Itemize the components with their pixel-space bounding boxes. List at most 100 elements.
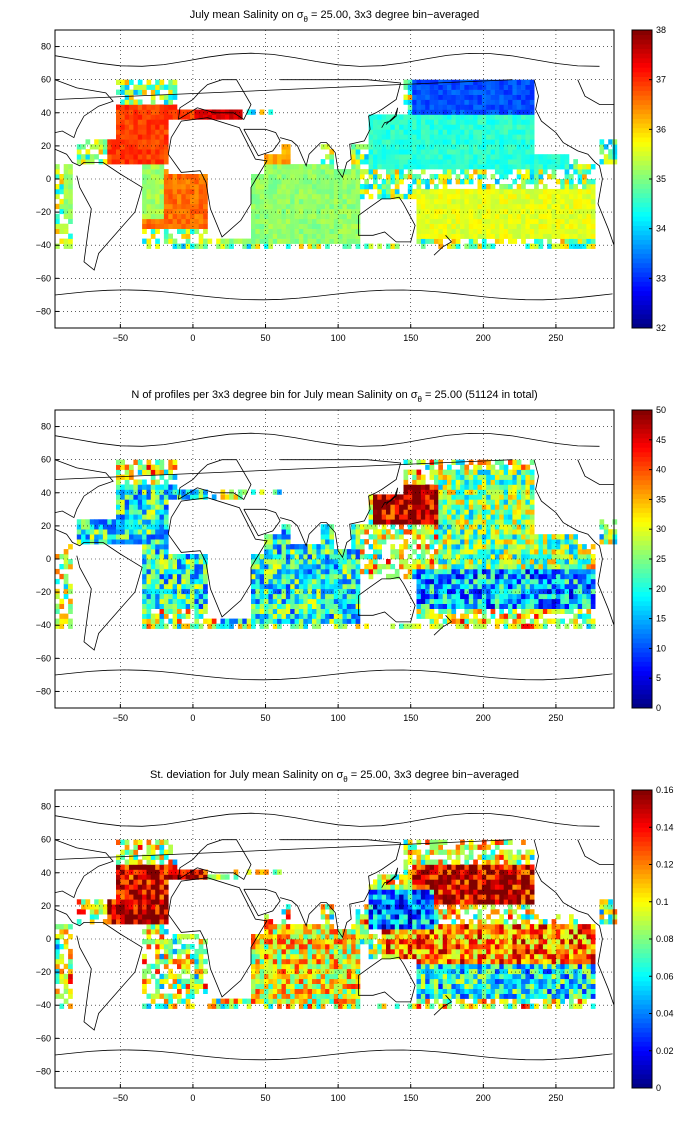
heat-cell bbox=[486, 524, 491, 530]
heat-cell bbox=[298, 169, 304, 175]
heat-cell bbox=[177, 198, 182, 205]
heat-cell bbox=[525, 484, 531, 490]
heat-cell bbox=[542, 213, 548, 220]
heat-cell bbox=[429, 578, 435, 585]
heat-cell bbox=[68, 218, 73, 224]
heat-cell bbox=[608, 149, 613, 155]
heat-cell bbox=[473, 169, 478, 175]
heat-cell bbox=[434, 514, 439, 520]
heat-cell bbox=[355, 588, 361, 595]
heat-cell bbox=[111, 909, 117, 915]
heat-cell bbox=[150, 218, 156, 224]
heat-cell bbox=[551, 164, 557, 170]
heat-cell bbox=[177, 559, 182, 565]
heat-cell bbox=[338, 608, 343, 614]
heat-cell bbox=[198, 223, 204, 229]
heat-cell bbox=[464, 623, 470, 629]
heat-cell bbox=[142, 218, 147, 224]
heat-cell bbox=[359, 524, 365, 530]
heat-cell bbox=[590, 544, 596, 550]
heat-cell bbox=[146, 899, 152, 905]
heat-cell bbox=[490, 484, 496, 490]
heat-cell bbox=[342, 208, 348, 215]
heat-cell bbox=[508, 578, 513, 585]
heat-cell bbox=[316, 174, 322, 180]
heat-cell bbox=[146, 889, 152, 895]
heat-cell bbox=[285, 243, 291, 249]
heat-cell bbox=[438, 484, 443, 490]
heat-cell bbox=[281, 218, 287, 224]
heat-cell bbox=[59, 188, 65, 195]
heat-cell bbox=[55, 213, 60, 220]
heat-cell bbox=[342, 593, 348, 600]
heat-cell bbox=[137, 869, 143, 875]
heat-cell bbox=[551, 593, 557, 600]
heat-cell bbox=[89, 914, 95, 920]
heat-cell bbox=[521, 159, 526, 165]
heat-cell bbox=[429, 139, 435, 145]
heat-cell bbox=[264, 208, 269, 215]
heat-cell bbox=[420, 489, 426, 495]
heat-cell bbox=[111, 144, 117, 150]
heat-cell bbox=[412, 573, 417, 580]
heat-cell bbox=[129, 899, 134, 905]
heat-cell bbox=[150, 149, 156, 155]
heat-cell bbox=[434, 603, 439, 609]
heat-cell bbox=[468, 213, 474, 220]
heat-cell bbox=[168, 608, 173, 614]
heat-cell bbox=[512, 238, 518, 244]
heat-cell bbox=[133, 89, 139, 95]
heat-cell bbox=[163, 124, 169, 130]
heat-cell bbox=[351, 223, 356, 229]
heat-cell bbox=[55, 184, 60, 190]
heat-cell bbox=[534, 218, 539, 224]
heat-cell bbox=[521, 193, 526, 200]
colorbar-step bbox=[632, 489, 652, 495]
heat-cell bbox=[442, 504, 448, 510]
heat-cell bbox=[342, 174, 348, 180]
heat-cell bbox=[277, 213, 282, 220]
heat-cell bbox=[277, 623, 282, 629]
heat-cell bbox=[137, 889, 143, 895]
heat-cell bbox=[403, 544, 409, 550]
heat-cell bbox=[177, 623, 182, 629]
heat-cell bbox=[264, 564, 269, 570]
heat-cell bbox=[499, 499, 504, 505]
heat-cell bbox=[85, 904, 91, 910]
heat-cell bbox=[159, 188, 165, 195]
heat-cell bbox=[351, 218, 356, 224]
heat-cell bbox=[229, 489, 234, 495]
heat-cell bbox=[68, 958, 73, 965]
heat-cell bbox=[403, 519, 409, 525]
heat-cell bbox=[481, 94, 487, 100]
heat-cell bbox=[508, 169, 513, 175]
heat-cell bbox=[377, 568, 382, 575]
colorbar-step bbox=[632, 414, 652, 420]
heat-cell bbox=[521, 79, 526, 85]
heat-cell bbox=[229, 238, 234, 244]
colorbar-step bbox=[632, 619, 652, 625]
heat-cell bbox=[499, 618, 504, 624]
heat-cell bbox=[420, 554, 426, 560]
heat-cell bbox=[329, 568, 335, 575]
heat-cell bbox=[534, 583, 539, 590]
heat-cell bbox=[407, 504, 413, 510]
heat-cell bbox=[420, 198, 426, 205]
heat-cell bbox=[499, 149, 504, 155]
heat-cell bbox=[137, 874, 143, 880]
heat-cell bbox=[394, 529, 400, 535]
heat-cell bbox=[590, 228, 596, 234]
heat-cell bbox=[159, 613, 165, 619]
heat-cell bbox=[569, 534, 574, 540]
heat-cell bbox=[124, 864, 130, 870]
heat-cell bbox=[481, 238, 487, 244]
heat-cell bbox=[434, 193, 439, 200]
heat-cell bbox=[564, 198, 570, 205]
heat-cell bbox=[425, 509, 430, 515]
heat-cell bbox=[307, 573, 313, 580]
heat-cell bbox=[386, 529, 391, 535]
heat-cell bbox=[150, 524, 156, 530]
heat-cell bbox=[316, 549, 322, 555]
heat-cell bbox=[590, 618, 596, 624]
heat-cell bbox=[590, 573, 596, 580]
